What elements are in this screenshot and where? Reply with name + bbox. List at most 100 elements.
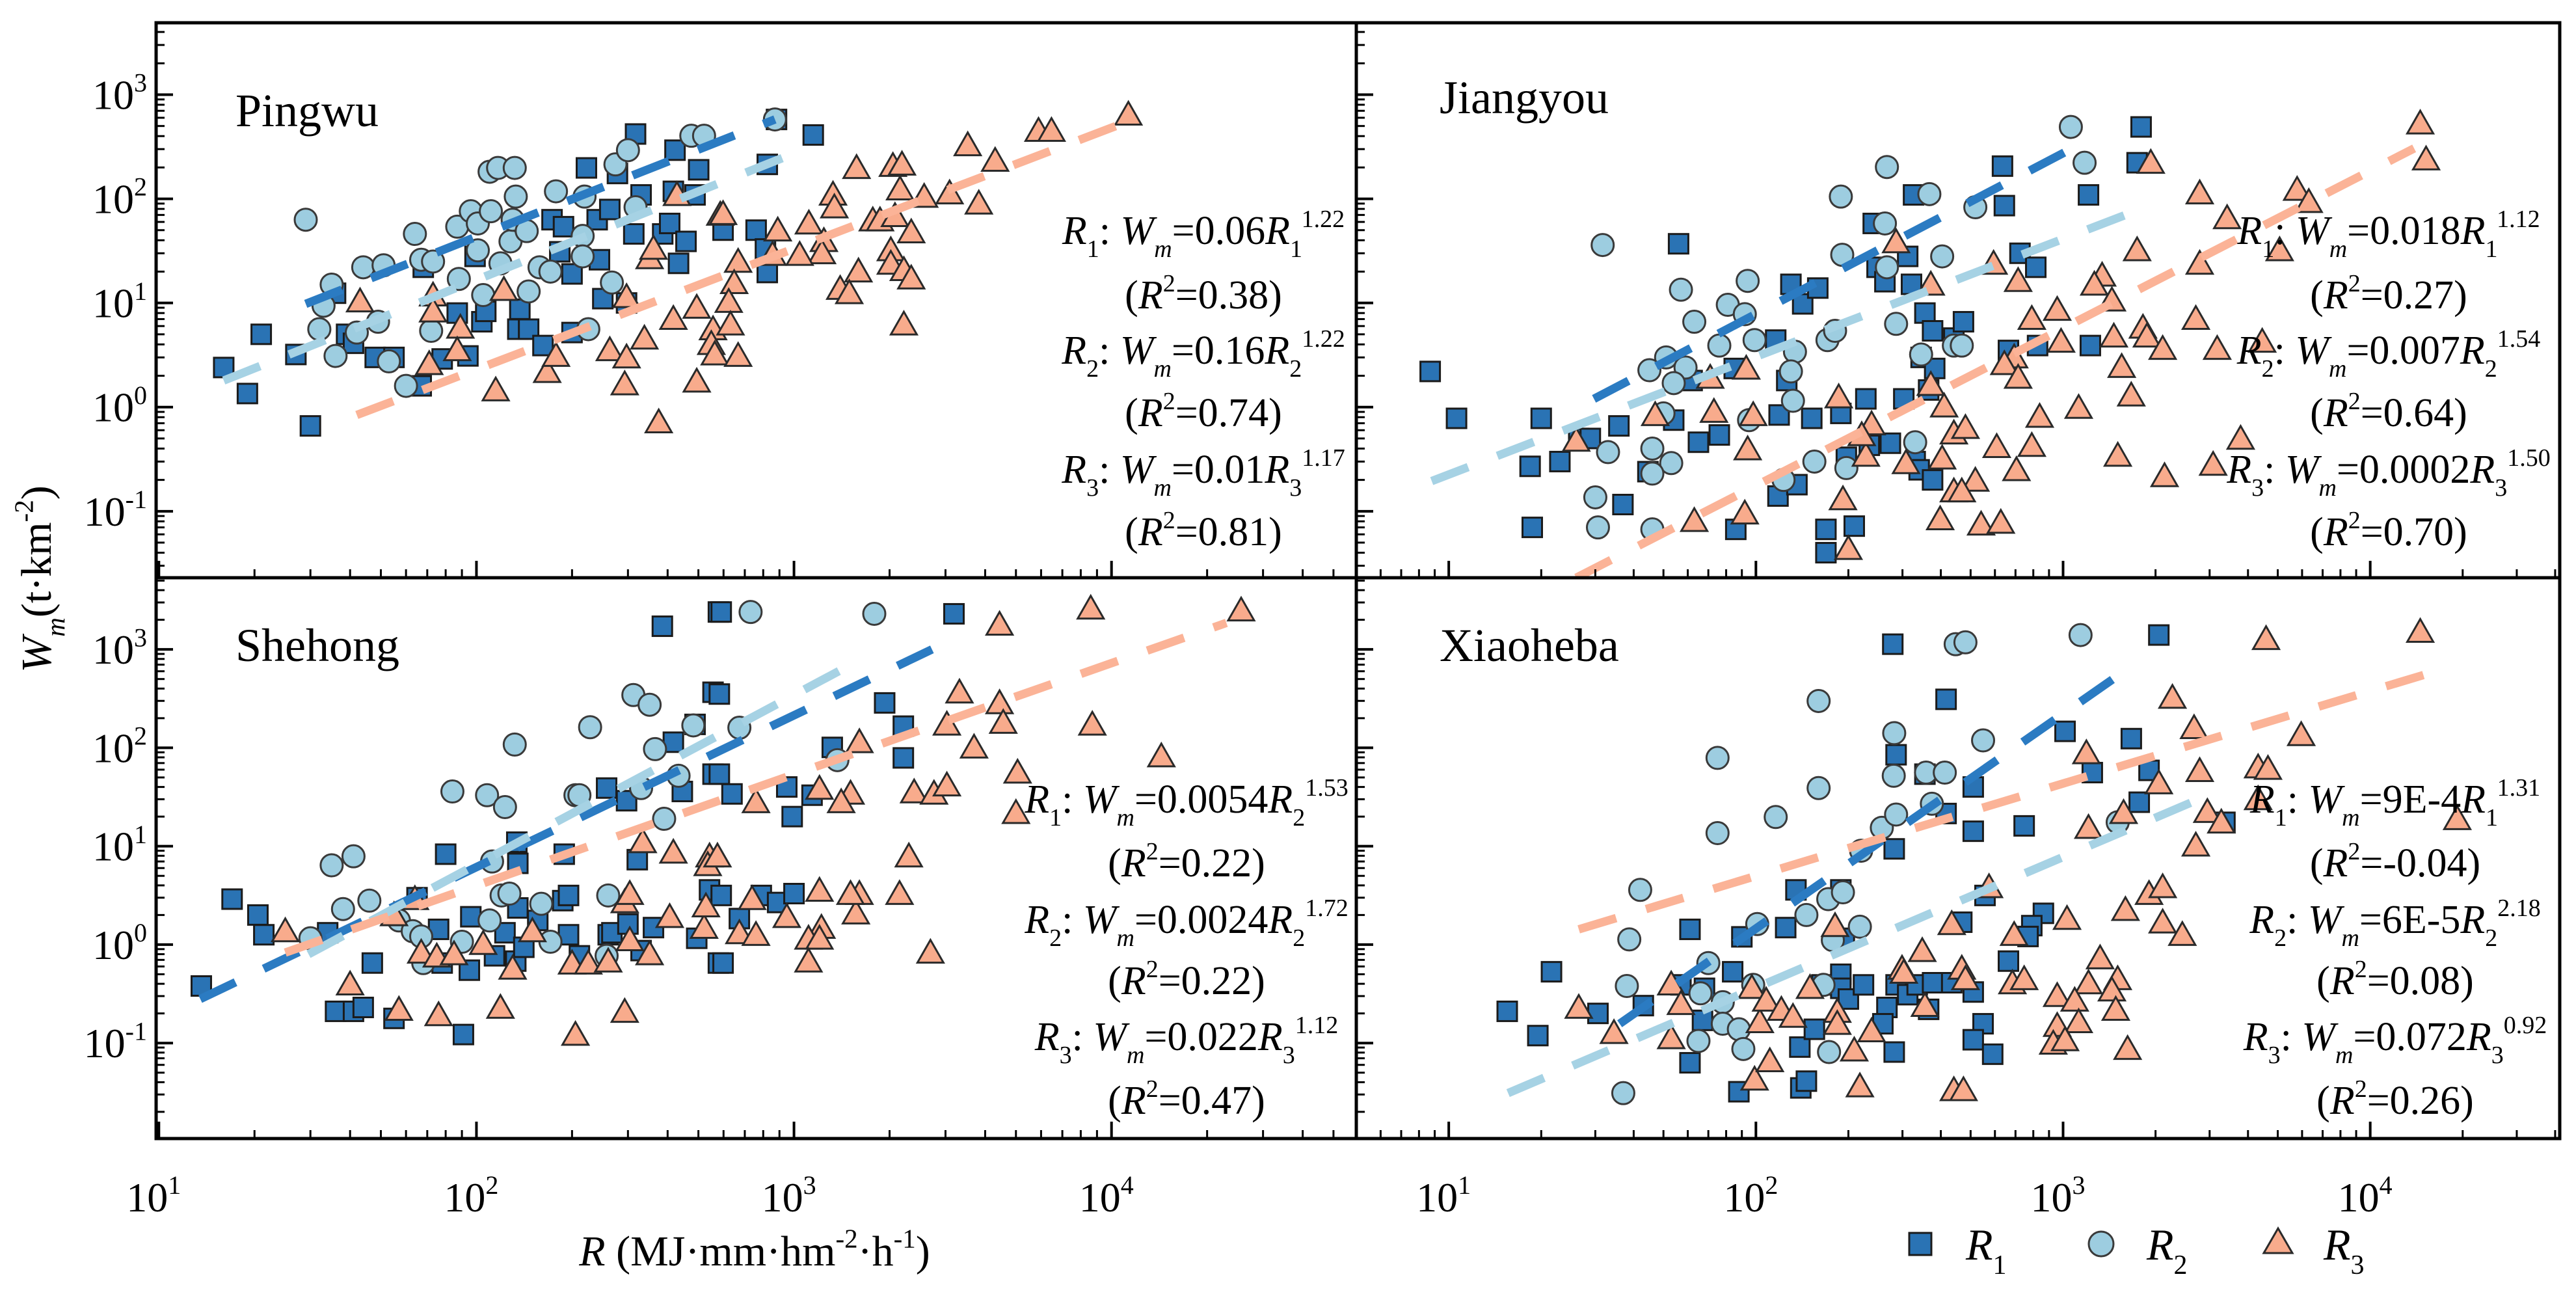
r3-point [1999, 920, 2029, 946]
r3-point [1599, 1018, 1629, 1044]
r3-point [489, 275, 519, 301]
r3-point [805, 876, 835, 902]
r3-point [1739, 1064, 1769, 1091]
r3-point [446, 312, 476, 339]
r2-point [1661, 371, 1686, 396]
r3-point [595, 335, 625, 362]
r3-point [2202, 334, 2232, 360]
r1-point [2013, 815, 2035, 837]
r3-point [611, 282, 641, 308]
r3-point [805, 774, 835, 800]
y-tick-label: 10-1 [84, 485, 147, 535]
r1-point [596, 777, 618, 799]
r2-point [479, 199, 503, 224]
r3-point [2184, 178, 2215, 205]
fit-line-r1 [304, 115, 777, 308]
r1-point [1843, 515, 1865, 537]
r1-point [1608, 415, 1630, 437]
r1-point [250, 323, 273, 345]
r3-point [1795, 973, 1825, 999]
y-tick-label: 103 [92, 623, 147, 673]
r3-point [2179, 713, 2209, 739]
r1-point [892, 747, 915, 769]
r3-point [2017, 304, 2046, 330]
r2-point [394, 373, 418, 398]
r1-point [2078, 184, 2100, 206]
r3-point [1778, 1002, 1808, 1028]
r3-point [1114, 100, 1144, 126]
r3-point [2294, 187, 2324, 213]
r3-point [1839, 1036, 1870, 1062]
r2-point [1917, 182, 1942, 206]
r3-point [2063, 1007, 2094, 1034]
regression-equation: R2: Wm=0.0024R21.72 [1024, 895, 1348, 952]
r2-point [1834, 455, 1858, 480]
panel-xiaoheba: Xiaoheba R1: Wm=9E-4R11.31 (R2=-0.04) R2: W… [1355, 579, 2556, 1139]
r1-point [1775, 917, 1797, 939]
r3-point [2264, 235, 2294, 262]
r1-point [721, 783, 743, 805]
series-r3 [270, 593, 1256, 1046]
r2-point [538, 259, 563, 284]
r3-point [932, 770, 962, 797]
r3-point [1916, 370, 1946, 396]
r-squared-value: (R2=0.38) [1125, 270, 1282, 317]
r3-point [1961, 466, 1991, 492]
r1-point [658, 212, 680, 234]
r3-point [945, 677, 974, 704]
r3-point [885, 879, 915, 905]
r3-point [1907, 936, 1937, 962]
r1-point [802, 124, 824, 146]
r1-point [667, 252, 690, 275]
r2-point [1688, 981, 1713, 1006]
r-squared-value: (R2=0.22) [1108, 838, 1265, 885]
r3-point [517, 916, 547, 943]
legend-item-r2: R2 [2087, 1220, 2188, 1280]
r1-point [745, 219, 767, 241]
r3-point [841, 898, 871, 925]
r3-point [2073, 813, 2104, 839]
legend-item-r1: R1 [1908, 1220, 2007, 1280]
r3-point [980, 146, 1010, 172]
x-tick-label: 104 [1079, 1170, 1134, 1221]
r2-point [1831, 880, 1855, 905]
x-axis-title: R (MJ·mm·hm-2·h-1) [578, 1223, 930, 1275]
fit-line-r3 [1577, 665, 2445, 934]
r3-point [1755, 1046, 1785, 1073]
r1-point [2128, 791, 2151, 813]
r1-point [552, 215, 574, 237]
r2-point [1950, 333, 1974, 358]
fit-line-r2 [306, 656, 862, 958]
r3-point [887, 150, 917, 176]
r3-point [2247, 327, 2277, 353]
r3-point [2207, 807, 2236, 834]
r3-point [1146, 741, 1176, 768]
r3-point [1937, 909, 1966, 936]
fit-line-r3 [1574, 144, 2417, 578]
r3-point [2052, 904, 2082, 930]
r1-point [664, 139, 686, 161]
r2-point [319, 853, 344, 878]
series-r3 [1561, 109, 2441, 560]
r3-point [1699, 397, 1729, 423]
r2-point [502, 155, 527, 180]
r2-point [637, 692, 662, 717]
r3-point [615, 879, 645, 905]
r2-point [1736, 269, 1760, 293]
r2-point [1817, 1040, 1842, 1064]
plot-area [190, 593, 1256, 1046]
r3-point [1950, 964, 1980, 990]
r2-point [419, 318, 444, 343]
r2-point [2073, 150, 2097, 175]
r2-point [1806, 688, 1831, 713]
r3-point [2073, 968, 2104, 995]
r2-point [544, 179, 569, 204]
r3-point [2099, 321, 2129, 348]
r2-point [502, 732, 527, 757]
r3-point [932, 710, 962, 736]
r1-point [1998, 950, 2020, 972]
r3-point [2405, 109, 2435, 135]
r2-point [1847, 914, 1872, 939]
r3-point [1989, 349, 2019, 375]
